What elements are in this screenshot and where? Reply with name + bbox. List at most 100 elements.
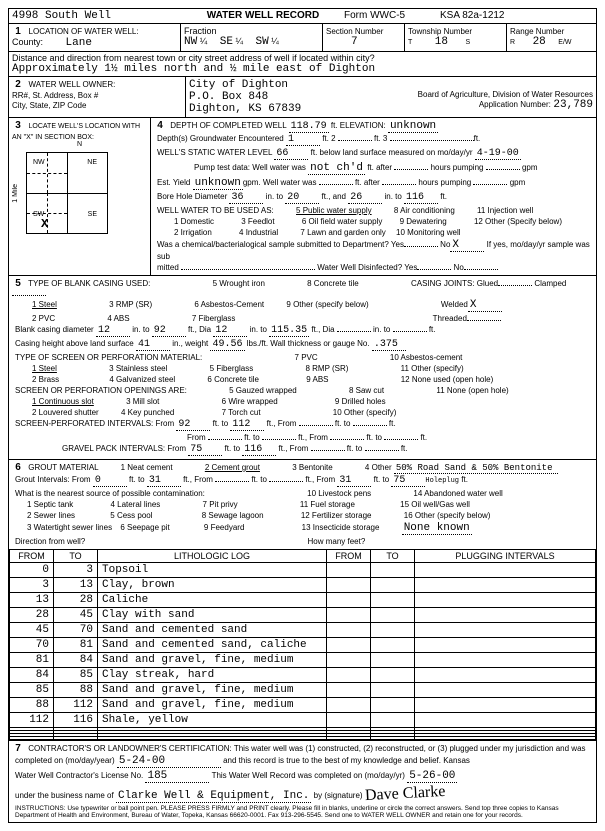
src4: 14 Abandoned water well	[413, 489, 502, 498]
x-mark: X	[41, 217, 48, 231]
src3: 10 Livestock pens	[307, 489, 371, 498]
bcd8: ft., Dia	[311, 325, 334, 334]
j4: Threaded	[433, 314, 467, 323]
s5-lbl: TYPE OF BLANK CASING USED:	[28, 279, 150, 288]
rew: E/W	[558, 39, 571, 46]
src8: 11 Fuel storage	[300, 500, 355, 509]
table-row: 313Clay, brown	[10, 578, 596, 593]
c5: 4 ABS	[107, 314, 129, 323]
op9: 7 Torch cut	[222, 408, 261, 417]
u4: 8 Air conditioning	[394, 206, 455, 215]
th2: LITHOLOGIC LOG	[98, 550, 327, 563]
sec-6: 6	[12, 462, 24, 473]
u2: 3 Feedlot	[241, 217, 274, 226]
sc11: 12 None used (open hole)	[401, 375, 494, 384]
lic-lbl: Water Well Contractor's License No.	[15, 771, 143, 780]
county-lbl: County:	[12, 37, 43, 47]
dir-lbl: Direction from well?	[15, 537, 85, 546]
static2: ft. below land surface measured on mo/da…	[311, 148, 473, 157]
src12: 9 Feedyard	[204, 523, 244, 532]
sec-7: 7	[12, 743, 24, 754]
op1: 3 Mill slot	[126, 397, 159, 406]
sig-lbl: by (signature)	[314, 791, 363, 800]
owner-name: City of Dighton	[189, 79, 288, 91]
re: R	[510, 39, 515, 46]
yield5: gpm	[510, 178, 526, 187]
none: None known	[402, 522, 472, 535]
b8: ft.	[440, 192, 447, 201]
sc3: 8 RMP (SR)	[305, 364, 348, 373]
north-lbl: N	[12, 141, 147, 148]
sc7: 9 ABS	[306, 375, 328, 384]
disno: No	[454, 263, 464, 272]
sc6: 6 Concrete tile	[207, 375, 259, 384]
th5: PLUGGING INTERVALS	[415, 550, 596, 563]
app-val: 23,789	[553, 99, 593, 111]
mitted: mitted	[157, 263, 179, 272]
cert-text: CONTRACTOR'S OR LANDOWNER'S CERTIFICATIO…	[28, 744, 585, 753]
bcd2: in. to	[132, 325, 149, 334]
elev-val: unknown	[388, 120, 438, 133]
bcd9: in. to	[373, 325, 390, 334]
f4: ¼	[235, 36, 243, 46]
range-lbl: Range Number	[510, 27, 564, 36]
g1: 2 Cement grout	[205, 463, 260, 472]
g4: 50% Road Sand & 50% Bentonite	[394, 463, 558, 474]
spi8: ft. to	[244, 433, 260, 442]
op3: 8 Saw cut	[349, 386, 384, 395]
op8: 9 Drilled holes	[335, 397, 386, 406]
src7: 8 Sewage lagoon	[202, 511, 264, 520]
sec-2: 2	[12, 79, 24, 90]
bcd7: 115.35	[269, 325, 309, 337]
chem-x: X	[450, 239, 484, 252]
ch2: in., weight	[172, 339, 208, 348]
signature: Dave Clarke	[364, 783, 445, 805]
lic3: 5-26-00	[407, 770, 457, 783]
bore-lbl: Bore Hole Diameter	[157, 192, 227, 201]
th1: TO	[54, 550, 98, 563]
gw1: 1	[286, 134, 320, 146]
bcd10: ft.	[429, 325, 436, 334]
pump-val: not ch'd	[308, 162, 365, 175]
comp: 5-24-00	[117, 755, 221, 768]
ne: NE	[87, 159, 97, 166]
b3: 20	[285, 192, 319, 204]
src9: 15 Oil well/Gas well	[400, 500, 470, 509]
u3: 5 Public water supply	[296, 206, 372, 215]
th3: FROM	[327, 550, 371, 563]
nw: NW	[33, 159, 45, 166]
lithologic-table: FROM TO LITHOLOGIC LOG FROM TO PLUGGING …	[9, 549, 596, 740]
sc2: 5 Fiberglass	[210, 364, 254, 373]
bcd3: 92	[152, 325, 186, 337]
f5: SW	[256, 36, 269, 48]
ch-lbl: Casing height above land surface	[15, 339, 134, 348]
u10: 12 Other (Specify below)	[474, 217, 562, 226]
table-row: 88112Sand and gravel, fine, medium	[10, 698, 596, 713]
src14: 16 Other (specify below)	[404, 511, 491, 520]
op10: 10 Other (specify)	[333, 408, 397, 417]
f1: NW	[184, 36, 197, 48]
dist-lbl: Distance and direction from nearest town…	[12, 53, 375, 63]
sc8: 7 PVC	[295, 353, 318, 362]
bcd6: in. to	[250, 325, 267, 334]
hole: Holeplug	[425, 477, 459, 485]
op5: 2 Louvered shutter	[32, 408, 99, 417]
pump3: hours pumping	[431, 163, 484, 172]
b1: 36	[229, 192, 263, 204]
spi7: From	[187, 433, 206, 442]
yield-val: unknown	[193, 177, 243, 190]
src0: 1 Septic tank	[27, 500, 73, 509]
u1: 1 Domestic	[174, 217, 214, 226]
csz-lbl: City, State, ZIP Code	[12, 101, 86, 110]
gi3: 31	[147, 475, 181, 487]
u8: 6 Oil field water supply	[302, 217, 382, 226]
sec-1: 1	[12, 26, 24, 37]
lic2: This Water Well Record was completed on …	[212, 771, 405, 780]
gp4: ft., From	[279, 444, 309, 453]
feet-lbl: How many feet?	[307, 537, 365, 546]
g4l: 4 Other	[365, 463, 392, 472]
c4: 2 PVC	[32, 314, 55, 323]
j3: Welded	[441, 300, 468, 309]
sc9: 10 Asbestos-cement	[390, 353, 462, 362]
table-row: 1328Caliche	[10, 593, 596, 608]
